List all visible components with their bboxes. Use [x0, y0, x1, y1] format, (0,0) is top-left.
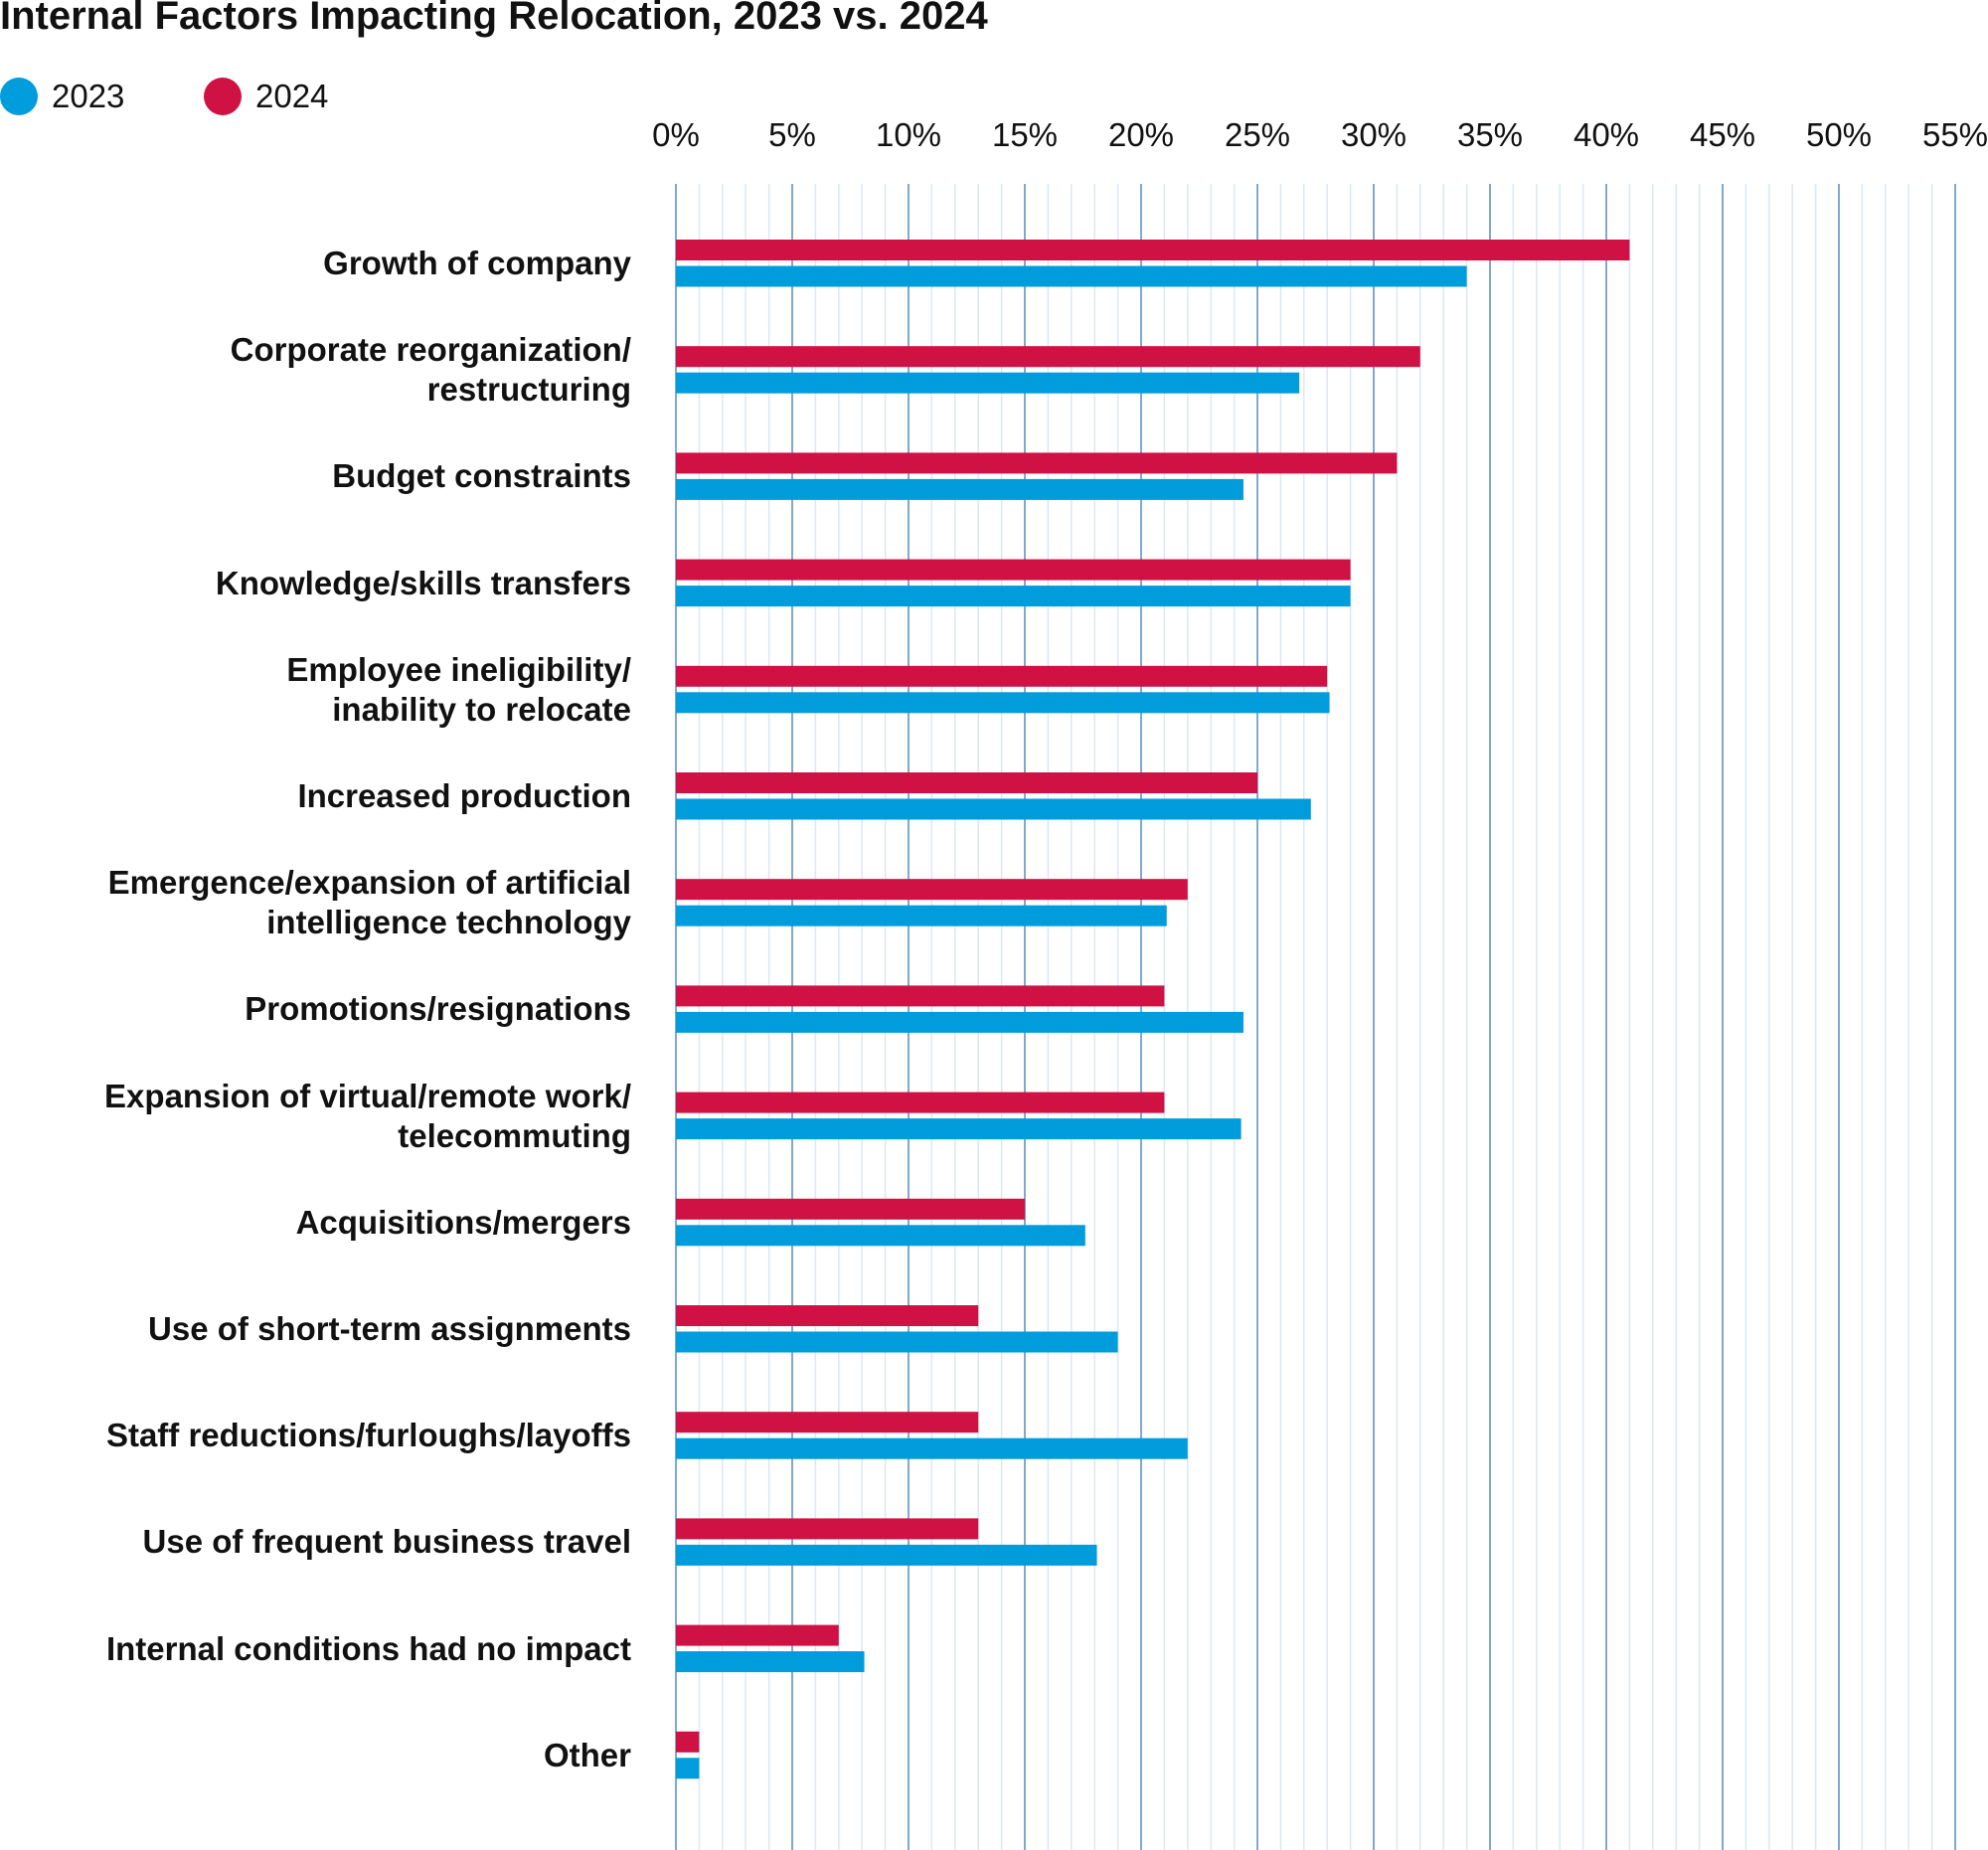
bar-2024-13	[676, 1624, 839, 1646]
bar-2024-4	[676, 665, 1328, 687]
bar-2024-2	[676, 452, 1398, 474]
bar-2023-8	[676, 1118, 1242, 1140]
bar-2024-10	[676, 1305, 979, 1326]
bar-2023-6	[676, 905, 1167, 926]
bar-2024-14	[676, 1731, 700, 1753]
bar-2024-0	[676, 240, 1630, 260]
x-tick-label: 20%	[1108, 116, 1174, 153]
legend-item-2024: 2024	[204, 78, 328, 115]
category-label: Emergence/expansion of artificial intell…	[107, 864, 631, 941]
x-tick-label: 40%	[1574, 116, 1639, 153]
category-label: Use of short-term assignments	[148, 1310, 631, 1347]
category-label: Acquisitions/mergers	[295, 1203, 631, 1241]
bar-2024-9	[676, 1198, 1025, 1220]
bar-2024-12	[676, 1518, 979, 1540]
category-label: Growth of company	[323, 245, 631, 281]
bar-2023-11	[676, 1437, 1188, 1459]
bar-2024-11	[676, 1412, 979, 1433]
bar-2024-1	[676, 346, 1420, 368]
bar-2023-13	[676, 1651, 865, 1673]
bar-2024-3	[676, 559, 1351, 581]
x-tick-label: 0%	[652, 116, 700, 153]
category-label: Other	[543, 1736, 631, 1773]
x-tick-label: 50%	[1806, 116, 1872, 153]
x-tick-label: 15%	[992, 116, 1058, 153]
category-label: Employee ineligibility/ inability to rel…	[286, 650, 631, 728]
x-tick-label: 30%	[1341, 116, 1407, 153]
chart-title: Internal Factors Impacting Relocation, 2…	[0, 0, 988, 38]
category-label: Expansion of virtual/remote work/ teleco…	[104, 1077, 631, 1154]
bar-2024-7	[676, 985, 1165, 1007]
category-label: Internal conditions had no impact	[105, 1629, 631, 1667]
bar-2023-10	[676, 1331, 1118, 1353]
category-label: Corporate reorganization/ restructuring	[230, 331, 631, 409]
bar-2023-4	[676, 692, 1330, 714]
category-label: Promotions/resignations	[245, 990, 631, 1028]
category-label: Use of frequent business travel	[142, 1523, 631, 1561]
bar-2023-9	[676, 1225, 1085, 1247]
bar-2023-3	[676, 586, 1351, 607]
legend-label-2024: 2024	[255, 78, 329, 114]
bar-2023-5	[676, 798, 1311, 820]
x-tick-label: 45%	[1690, 116, 1755, 153]
bar-2023-0	[676, 265, 1467, 287]
category-label: Budget constraints	[332, 457, 631, 495]
bar-2023-1	[676, 372, 1300, 394]
x-tick-label: 25%	[1225, 116, 1290, 153]
legend-swatch-2024	[204, 78, 242, 115]
x-tick-label: 5%	[768, 116, 816, 153]
bar-2023-7	[676, 1011, 1243, 1033]
legend-swatch-2023	[0, 78, 38, 115]
category-label: Staff reductions/furloughs/layoffs	[105, 1417, 631, 1454]
x-tick-label: 35%	[1457, 116, 1523, 153]
bar-2023-14	[676, 1758, 700, 1779]
bar-2024-5	[676, 772, 1257, 793]
legend-item-2023: 2023	[0, 78, 124, 115]
bar-2024-8	[676, 1092, 1165, 1113]
legend-label-2023: 2023	[52, 78, 125, 114]
x-tick-label: 10%	[876, 116, 941, 153]
bar-2023-12	[676, 1544, 1097, 1566]
category-label: Increased production	[297, 777, 631, 814]
x-tick-label: 55%	[1922, 116, 1988, 153]
bar-2024-6	[676, 879, 1188, 901]
category-label: Knowledge/skills transfers	[215, 564, 631, 601]
bar-2023-2	[676, 478, 1243, 500]
